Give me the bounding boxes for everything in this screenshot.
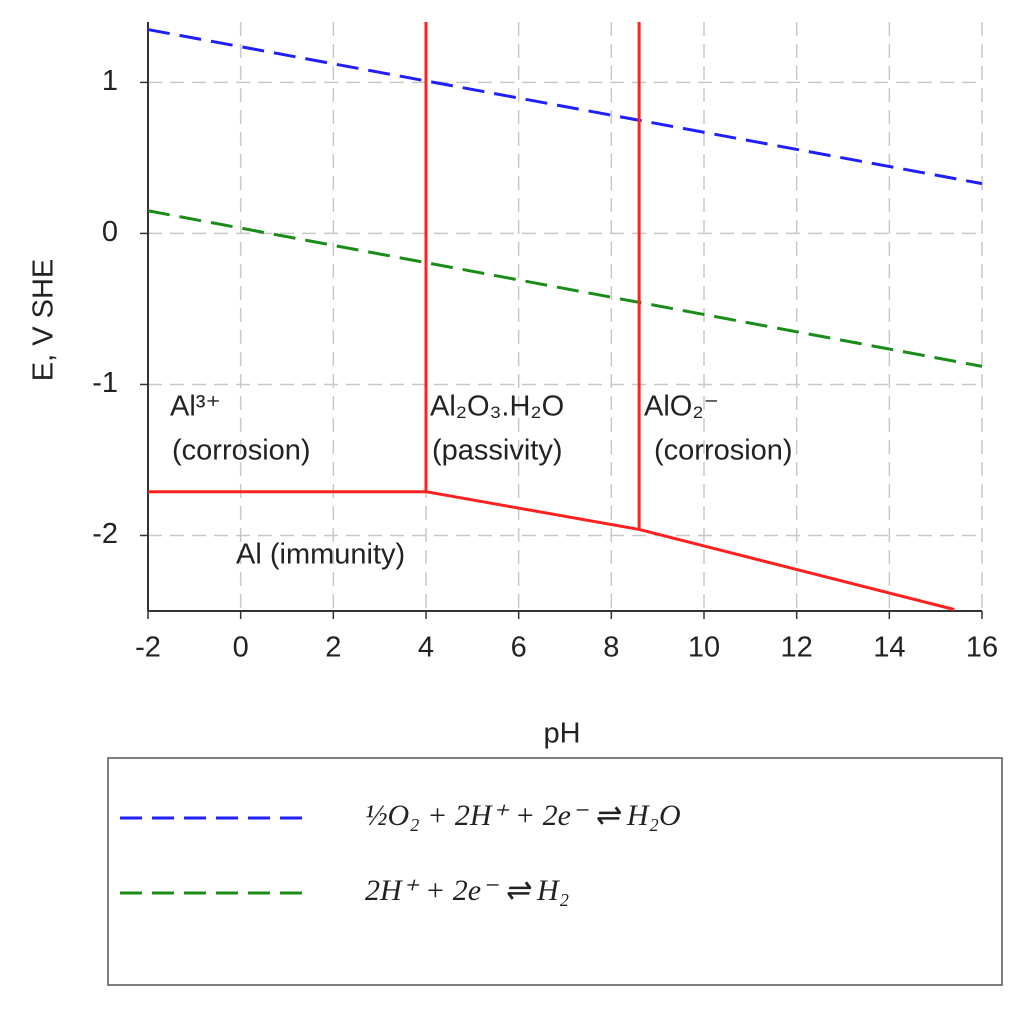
region-label: (corrosion) <box>172 435 311 467</box>
y-tick-label: -1 <box>92 367 118 399</box>
region-label: Al³⁺ <box>170 391 221 423</box>
y-axis-title: E, V SHE <box>28 259 60 382</box>
x-tick-label: 12 <box>781 632 813 664</box>
x-tick-label: 14 <box>873 632 905 664</box>
legend-label: 2H⁺ + 2e⁻ ⇌ H₂ <box>365 874 569 907</box>
x-tick-label: 16 <box>966 632 998 664</box>
x-tick-label: 4 <box>418 632 434 664</box>
x-tick-label: -2 <box>135 632 161 664</box>
y-tick-label: 1 <box>102 65 118 97</box>
series-line <box>147 209 983 368</box>
legend-label: ½O₂ + 2H⁺ + 2e⁻ ⇌ H₂O <box>365 799 681 832</box>
x-tick-label: 0 <box>233 632 249 664</box>
y-tick-label: -2 <box>92 518 118 550</box>
region-label: AlO₂⁻ <box>644 391 719 423</box>
x-tick-label: 10 <box>688 632 720 664</box>
series-line <box>147 28 983 186</box>
x-tick-label: 6 <box>511 632 527 664</box>
x-tick-label: 2 <box>325 632 341 664</box>
region-label: Al (immunity) <box>236 539 405 571</box>
region-label: Al₂O₃.H₂O <box>430 391 564 423</box>
x-axis-title: pH <box>543 718 580 750</box>
y-tick-label: 0 <box>102 216 118 248</box>
legend-box <box>107 757 1003 986</box>
x-tick-label: 8 <box>603 632 619 664</box>
series-line <box>425 490 955 611</box>
region-label: (corrosion) <box>654 435 793 467</box>
region-label: (passivity) <box>432 435 563 467</box>
